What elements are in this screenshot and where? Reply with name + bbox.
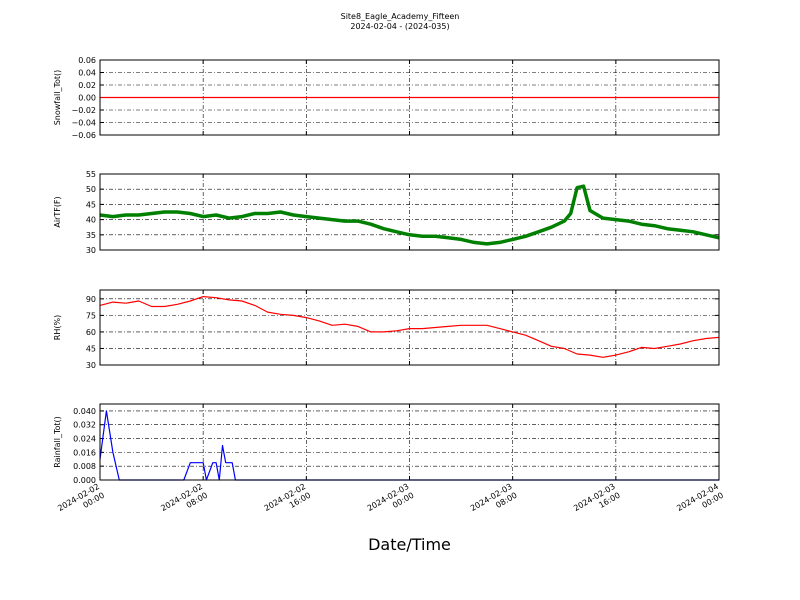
y-tick-label: 40: [86, 216, 96, 225]
y-axis-label: RH(%): [53, 315, 62, 340]
subtitle: 2024-02-04 - (2024-035): [350, 22, 449, 31]
title: Site8_Eagle_Academy_Fifteen: [341, 12, 460, 21]
y-tick-label: 35: [86, 231, 96, 240]
y-tick-label: −0.04: [71, 119, 96, 128]
y-tick-label: −0.02: [71, 106, 96, 115]
y-tick-label: 0.06: [78, 56, 96, 65]
y-tick-label: 0.008: [73, 462, 96, 471]
y-tick-label: 45: [86, 344, 96, 353]
x-axis-label: Date/Time: [368, 535, 451, 554]
y-tick-label: 0.02: [78, 81, 96, 90]
y-tick-label: 30: [86, 361, 96, 370]
plot-frame: [99, 173, 720, 251]
y-axis-label: AirTF(F): [53, 196, 62, 227]
y-tick-label: 0.016: [73, 448, 96, 457]
y-tick-label: 0.04: [78, 69, 96, 78]
y-tick-label: 60: [86, 328, 96, 337]
y-tick-label: 90: [86, 295, 96, 304]
data-line: [99, 184, 720, 246]
y-axis-label: Snowfall_Tot(): [53, 70, 62, 126]
plot-frame: [99, 403, 720, 481]
plot-frame: [99, 59, 720, 136]
y-tick-label: −0.06: [71, 131, 96, 140]
y-tick-label: 30: [86, 246, 96, 255]
y-tick-label: 0.032: [73, 421, 96, 430]
y-axis-label: Rainfall_Tot(): [53, 416, 62, 468]
y-tick-label: 50: [86, 185, 96, 194]
y-tick-label: 45: [86, 200, 96, 209]
plot-frame: [99, 289, 720, 366]
y-tick-label: 0.000: [73, 476, 96, 485]
y-tick-label: 75: [86, 311, 96, 320]
y-tick-label: 0.040: [73, 407, 96, 416]
y-tick-label: 0.024: [73, 435, 96, 444]
y-tick-label: 0.00: [78, 94, 96, 103]
data-line: [99, 296, 720, 358]
y-tick-label: 55: [86, 170, 96, 179]
